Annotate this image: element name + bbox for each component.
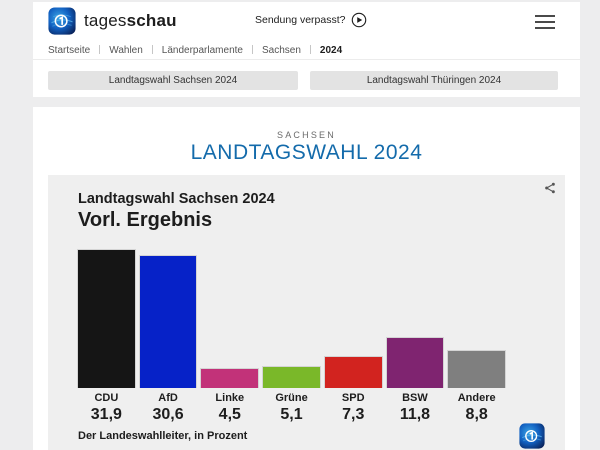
breadcrumb: Startseite Wahlen Länderparlamente Sachs…	[48, 45, 342, 56]
bar-category-label: Grüne	[275, 392, 308, 404]
bar-chart: CDU 31,9 AfD 30,6 Linke 4,5 Grüne 5,1 SPD 7,3 BSW 1…	[77, 249, 507, 424]
bar-value-label: 30,6	[152, 406, 184, 423]
chart-title: Landtagswahl Sachsen 2024	[78, 191, 275, 207]
bar-Andere	[447, 349, 507, 388]
region-eyebrow: SACHSEN	[277, 130, 336, 140]
breadcrumb-laenderparlamente[interactable]: Länderparlamente	[162, 45, 262, 56]
bar-Linke	[200, 368, 260, 388]
bar-value-label: 11,8	[399, 406, 431, 423]
site-header: tagesschau Sendung verpasst? Startseite …	[33, 2, 580, 97]
bar-value-label: 8,8	[465, 406, 488, 423]
nav-button-landtagswahl-sachsen[interactable]: Landtagswahl Sachsen 2024	[48, 71, 298, 90]
election-result-chart-card: Landtagswahl Sachsen 2024 Vorl. Ergebnis…	[48, 175, 565, 450]
bar-value-label: 4,5	[218, 406, 241, 423]
page-title: LANDTAGSWAHL 2024	[190, 141, 423, 164]
bar-SPD	[323, 356, 383, 388]
nav-button-landtagswahl-thueringen[interactable]: Landtagswahl Thüringen 2024	[310, 71, 558, 90]
bar-category-label: SPD	[341, 392, 365, 404]
brand-wordmark: tagesschau	[84, 11, 177, 30]
bar-column-SPD: SPD 7,3	[323, 249, 383, 424]
bar-category-label: CDU	[94, 392, 119, 404]
bar-column-CDU: CDU 31,9	[77, 249, 136, 424]
bar-column-Andere: Andere 8,8	[447, 249, 507, 424]
tagesschau-home-link[interactable]: tagesschau	[48, 7, 177, 35]
bar-category-label: Andere	[457, 392, 496, 404]
sendung-verpasst-label: Sendung verpasst?	[255, 14, 346, 26]
breadcrumb-2024[interactable]: 2024	[319, 45, 343, 56]
bar-value-label: 31,9	[90, 406, 122, 423]
bar-value-label: 5,1	[280, 406, 303, 423]
breadcrumb-sachsen[interactable]: Sachsen	[262, 45, 320, 56]
bar-category-label: AfD	[158, 392, 178, 404]
chart-subtitle: Vorl. Ergebnis	[78, 209, 213, 231]
bar-CDU	[77, 249, 136, 388]
share-icon[interactable]	[541, 179, 559, 197]
play-icon	[352, 12, 367, 28]
bar-column-Grüne: Grüne 5,1	[262, 249, 321, 424]
tagesschau-logo-small	[519, 423, 545, 449]
bar-column-BSW: BSW 11,8	[385, 249, 445, 424]
main-content: SACHSEN LANDTAGSWAHL 2024 Landtagswahl S…	[33, 107, 580, 450]
bar-column-Linke: Linke 4,5	[200, 249, 260, 424]
hamburger-menu-icon[interactable]	[535, 15, 555, 29]
tagesschau-globe-icon	[48, 7, 76, 35]
bar-BSW	[385, 336, 445, 388]
bar-column-AfD: AfD 30,6	[138, 249, 198, 424]
bar-value-label: 7,3	[342, 406, 365, 423]
bar-category-label: BSW	[402, 392, 428, 404]
bar-category-label: Linke	[215, 392, 245, 404]
chart-source: Der Landeswahlleiter, in Prozent	[78, 430, 248, 442]
sendung-verpasst-link[interactable]: Sendung verpasst?	[255, 12, 367, 28]
breadcrumb-startseite[interactable]: Startseite	[48, 45, 109, 56]
breadcrumb-wahlen[interactable]: Wahlen	[109, 45, 162, 56]
bar-AfD	[138, 254, 198, 388]
header-divider	[33, 59, 580, 60]
bar-Grüne	[262, 365, 321, 388]
